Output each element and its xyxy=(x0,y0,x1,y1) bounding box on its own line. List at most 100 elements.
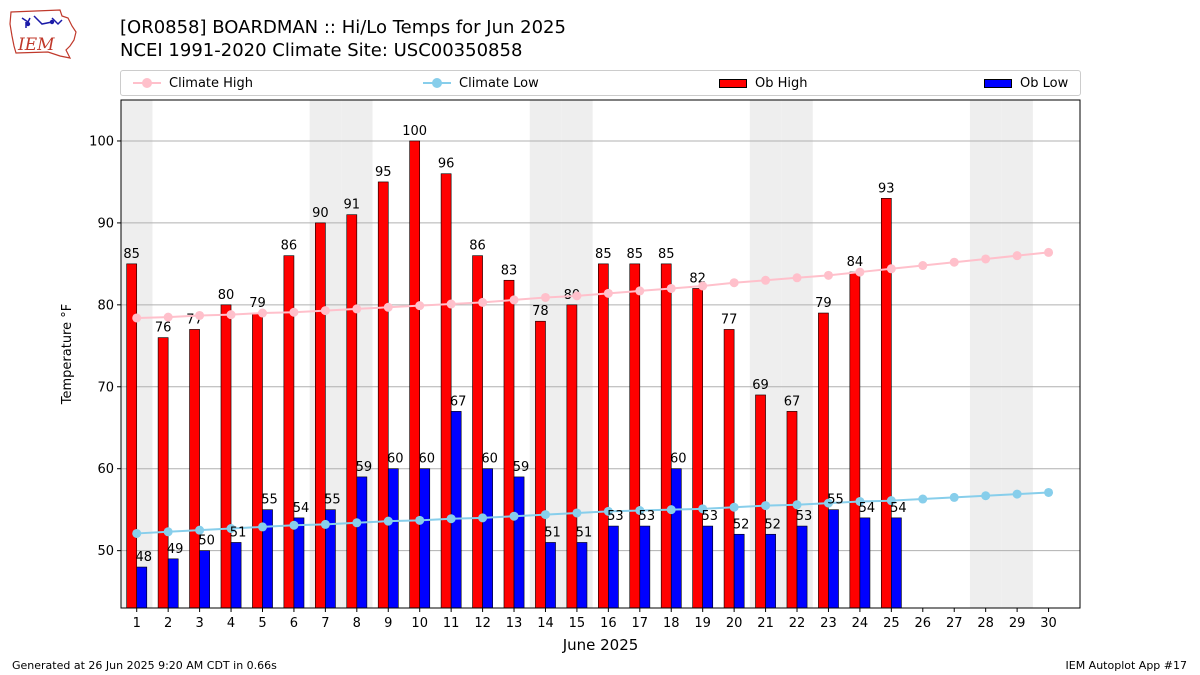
x-tick-label: 13 xyxy=(506,616,523,631)
legend-label-climate-high: Climate High xyxy=(169,75,254,91)
data-label-ob-high: 77 xyxy=(721,312,738,327)
bar-ob-low xyxy=(199,550,210,609)
point-climate-low xyxy=(698,504,708,514)
legend-label-climate-low: Climate Low xyxy=(459,75,539,91)
chart-subtitle: NCEI 1991-2020 Climate Site: USC00350858 xyxy=(120,40,523,61)
x-tick-label: 23 xyxy=(820,616,837,631)
point-climate-high xyxy=(1044,247,1054,257)
legend-label-ob-high: Ob High xyxy=(755,75,808,91)
point-climate-low xyxy=(478,513,488,523)
x-tick-label: 21 xyxy=(757,616,774,631)
legend: Climate High Climate Low Ob High Ob Low xyxy=(120,70,1081,96)
data-label-ob-low: 60 xyxy=(481,452,498,467)
x-tick-label: 16 xyxy=(600,616,617,631)
bar-ob-low xyxy=(545,542,556,609)
data-label-ob-high: 95 xyxy=(375,165,392,180)
point-climate-low xyxy=(226,524,236,534)
chart-title: [OR0858] BOARDMAN :: Hi/Lo Temps for Jun… xyxy=(120,17,566,38)
data-label-ob-low: 67 xyxy=(450,394,467,409)
data-label-ob-low: 60 xyxy=(418,452,435,467)
x-tick-label: 26 xyxy=(915,616,932,631)
point-climate-low xyxy=(540,510,550,520)
point-climate-high xyxy=(792,273,802,283)
point-climate-low xyxy=(257,522,267,532)
data-label-ob-low: 53 xyxy=(607,509,624,524)
legend-item-climate-low: Climate Low xyxy=(423,71,539,95)
bar-ob-high xyxy=(377,181,389,609)
footer-generated: Generated at 26 Jun 2025 9:20 AM CDT in … xyxy=(12,659,277,672)
data-label-ob-low: 50 xyxy=(198,534,215,549)
x-tick-label: 6 xyxy=(290,616,298,631)
data-label-ob-high: 79 xyxy=(249,296,266,311)
bar-ob-low xyxy=(387,468,399,609)
bar-ob-low xyxy=(293,517,305,609)
y-axis-label: Temperature °F xyxy=(60,304,75,405)
bar-ob-low xyxy=(702,525,714,609)
x-tick-label: 4 xyxy=(227,616,235,631)
point-climate-low xyxy=(729,502,739,512)
bar-ob-low xyxy=(670,468,682,609)
data-label-ob-low: 54 xyxy=(293,501,310,516)
bar-ob-high xyxy=(818,312,829,609)
y-tick-label: 60 xyxy=(97,462,114,477)
legend-item-climate-high: Climate High xyxy=(133,71,253,95)
data-label-ob-high: 79 xyxy=(815,296,832,311)
point-climate-low xyxy=(761,501,771,511)
bar-ob-low xyxy=(828,509,839,609)
x-tick-label: 15 xyxy=(569,616,586,631)
data-label-ob-low: 59 xyxy=(513,460,530,475)
point-climate-low xyxy=(1044,487,1054,497)
point-climate-low xyxy=(1012,489,1022,499)
data-label-ob-low: 51 xyxy=(544,525,561,540)
data-label-ob-low: 55 xyxy=(324,493,341,508)
x-tick-label: 5 xyxy=(258,616,266,631)
bar-ob-low xyxy=(891,517,902,609)
bar-ob-low xyxy=(356,476,368,609)
data-label-ob-high: 91 xyxy=(344,198,361,213)
data-label-ob-low: 53 xyxy=(639,509,656,524)
bar-ob-high xyxy=(440,173,452,609)
x-tick-label: 20 xyxy=(726,616,743,631)
point-climate-low xyxy=(352,518,362,528)
legend-swatch-climate-low xyxy=(423,78,451,88)
point-climate-low xyxy=(383,516,393,526)
legend-item-ob-high: Ob High xyxy=(719,71,808,95)
x-tick-label: 17 xyxy=(632,616,649,631)
y-tick-label: 50 xyxy=(97,544,114,559)
x-tick-label: 3 xyxy=(195,616,203,631)
point-climate-low xyxy=(918,494,928,504)
line-climate-low xyxy=(136,491,1049,535)
data-label-ob-low: 52 xyxy=(733,517,750,532)
point-climate-high xyxy=(257,308,267,318)
y-tick-label: 80 xyxy=(97,298,114,313)
point-climate-high xyxy=(540,292,550,302)
x-tick-label: 28 xyxy=(977,616,994,631)
point-climate-high xyxy=(572,291,582,301)
x-tick-label: 22 xyxy=(789,616,806,631)
point-climate-high xyxy=(509,295,519,305)
point-climate-high xyxy=(666,283,676,293)
legend-label-ob-low: Ob Low xyxy=(1020,75,1069,91)
x-tick-label: 30 xyxy=(1040,616,1057,631)
point-climate-low xyxy=(132,528,142,538)
bar-ob-low xyxy=(419,468,431,609)
data-label-ob-high: 83 xyxy=(501,263,518,278)
x-tick-label: 14 xyxy=(537,616,554,631)
bar-ob-high xyxy=(692,288,703,609)
bar-ob-high xyxy=(220,304,232,609)
bar-ob-low xyxy=(167,558,179,609)
point-climate-high xyxy=(698,281,708,291)
x-tick-label: 8 xyxy=(353,616,361,631)
data-label-ob-high: 85 xyxy=(626,247,643,262)
point-climate-low xyxy=(823,498,833,508)
point-climate-high xyxy=(320,306,330,316)
data-label-ob-high: 93 xyxy=(878,181,895,196)
bar-ob-high xyxy=(723,329,735,609)
point-climate-high xyxy=(729,278,739,288)
point-climate-low xyxy=(289,520,299,530)
point-climate-high xyxy=(195,310,205,320)
data-label-ob-low: 54 xyxy=(890,501,907,516)
bar-ob-high xyxy=(346,214,358,609)
weekend-shade xyxy=(1001,100,1033,608)
